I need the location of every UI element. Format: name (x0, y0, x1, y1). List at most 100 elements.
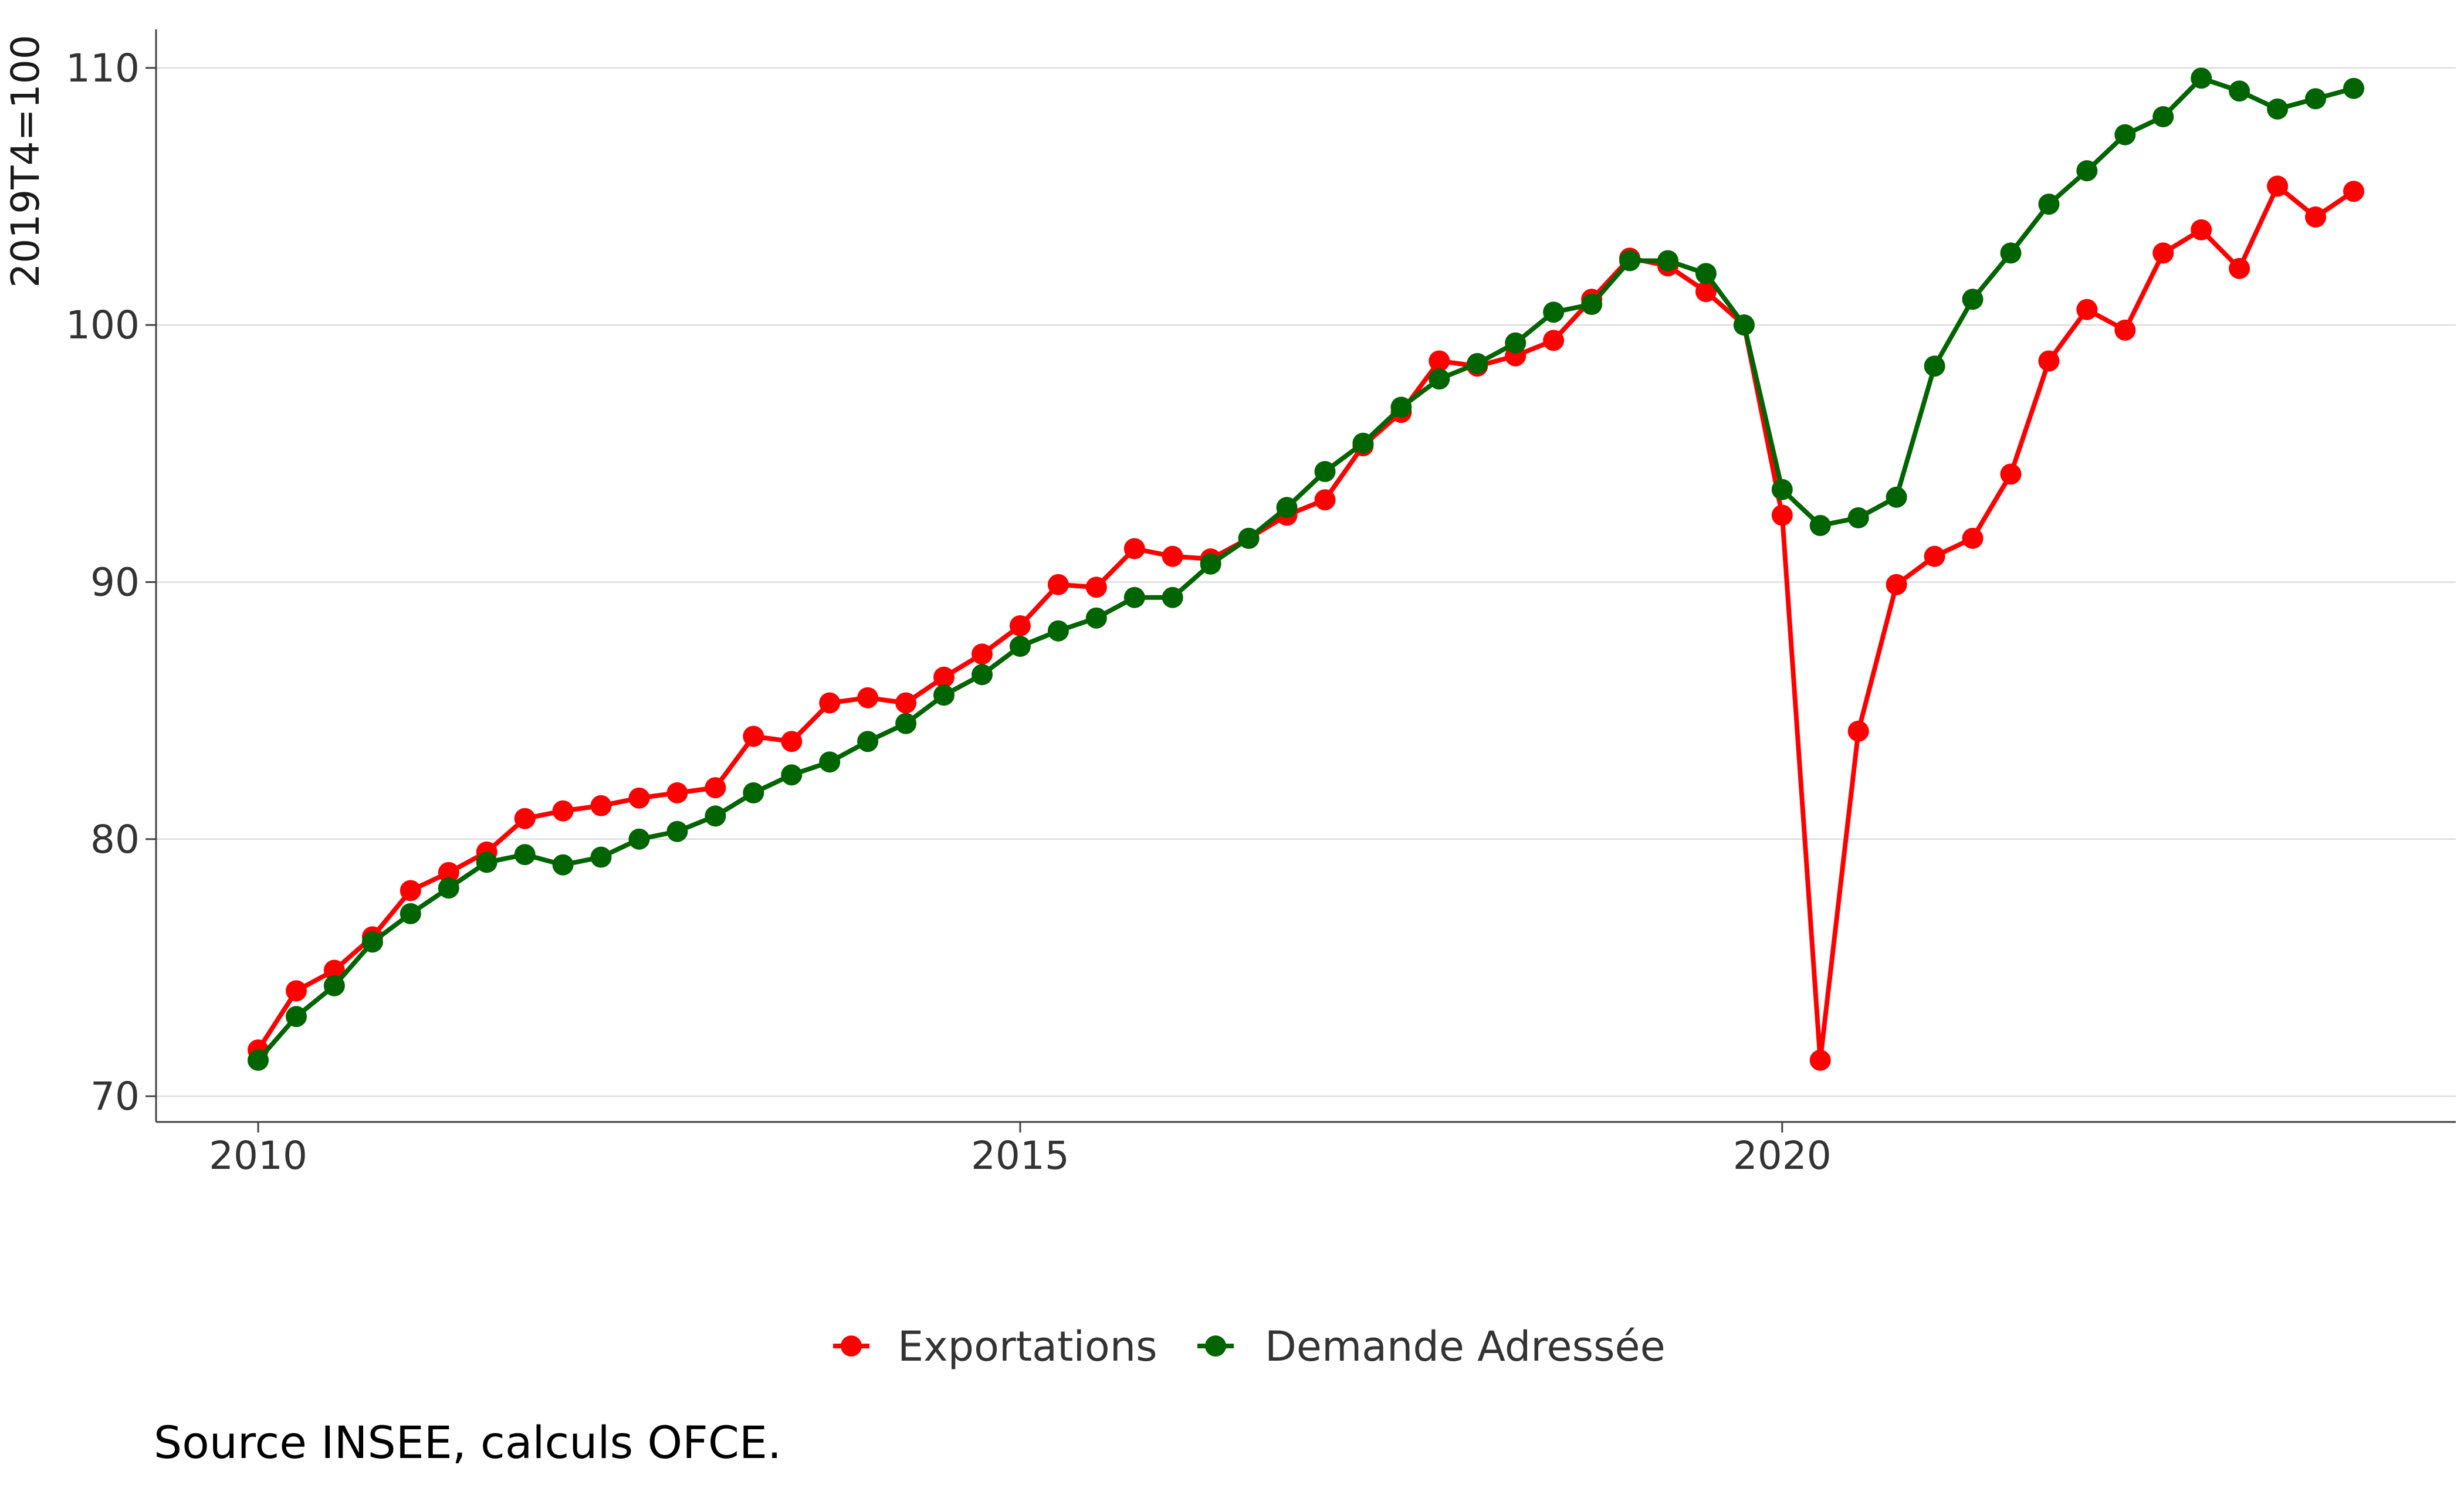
data-point-demande-adressee (933, 684, 955, 706)
series-exportations (248, 175, 2364, 1071)
data-point-exportations (552, 800, 574, 822)
data-point-exportations (1162, 545, 1183, 567)
data-point-exportations (895, 692, 917, 714)
data-point-demande-adressee (666, 820, 688, 842)
data-point-exportations (1085, 577, 1107, 598)
data-point-exportations (2305, 206, 2326, 228)
series-line-demande-adressee (256, 76, 2355, 1062)
data-point-exportations (400, 880, 421, 901)
x-tick-label: 2015 (971, 1133, 1069, 1178)
y-axis-ticks: 70 80 90 100 110 (66, 46, 156, 1119)
data-point-demande-adressee (1619, 250, 1640, 272)
data-point-demande-adressee (1962, 289, 1984, 310)
y-tick-label: 100 (66, 303, 140, 348)
data-point-exportations (1047, 574, 1069, 595)
data-point-demande-adressee (1162, 586, 1183, 608)
data-point-exportations (1847, 720, 1869, 742)
y-tick-label: 70 (90, 1074, 140, 1119)
data-point-demande-adressee (1809, 515, 1831, 536)
data-point-demande-adressee (1085, 607, 1107, 629)
data-point-demande-adressee (2076, 160, 2098, 182)
data-point-demande-adressee (972, 664, 993, 686)
data-point-exportations (2114, 319, 2136, 341)
data-point-demande-adressee (552, 854, 574, 876)
data-point-demande-adressee (743, 782, 764, 803)
data-point-demande-adressee (2000, 242, 2022, 264)
data-point-demande-adressee (895, 713, 917, 734)
data-point-exportations (2343, 181, 2364, 202)
data-point-demande-adressee (705, 805, 726, 827)
data-point-demande-adressee (286, 1006, 307, 1028)
y-tick-label: 80 (90, 817, 140, 862)
data-point-exportations (666, 782, 688, 803)
data-point-exportations (2152, 242, 2174, 264)
legend-label: Exportations (898, 1323, 1157, 1371)
data-point-exportations (1695, 281, 1717, 303)
data-point-exportations (2191, 219, 2212, 240)
series-layer (248, 67, 2364, 1071)
data-point-demande-adressee (1123, 586, 1145, 608)
data-point-demande-adressee (1505, 332, 1527, 354)
data-point-exportations (323, 959, 345, 981)
legend-item-exportations: Exportations (833, 1323, 1157, 1371)
data-point-exportations (705, 777, 726, 799)
data-point-demande-adressee (1847, 507, 1869, 528)
x-axis-ticks: 2010 2015 2020 (209, 1122, 1832, 1178)
series-demande-adressee (248, 67, 2364, 1071)
data-point-exportations (1009, 615, 1031, 636)
data-point-demande-adressee (476, 852, 497, 873)
legend-item-demande-adressee: Demande Adressée (1197, 1323, 1666, 1371)
legend-swatch-marker (1205, 1335, 1226, 1357)
data-point-demande-adressee (2343, 77, 2364, 99)
data-point-exportations (2267, 175, 2289, 197)
data-point-exportations (1123, 538, 1145, 560)
data-point-demande-adressee (323, 975, 345, 996)
data-point-demande-adressee (1771, 479, 1793, 500)
data-point-exportations (1771, 504, 1793, 526)
data-point-exportations (1543, 330, 1565, 351)
data-point-demande-adressee (400, 903, 421, 924)
data-point-exportations (1886, 574, 1907, 595)
data-point-demande-adressee (1200, 553, 1221, 575)
data-point-exportations (933, 666, 955, 688)
data-point-demande-adressee (819, 751, 841, 773)
data-point-demande-adressee (1390, 396, 1412, 418)
data-point-demande-adressee (1314, 461, 1336, 482)
data-point-demande-adressee (857, 731, 879, 752)
data-point-exportations (590, 795, 612, 816)
data-point-demande-adressee (781, 764, 803, 786)
data-point-demande-adressee (1047, 620, 1069, 642)
data-point-demande-adressee (590, 846, 612, 868)
data-point-demande-adressee (2305, 88, 2326, 110)
data-point-demande-adressee (1352, 432, 1374, 454)
data-point-exportations (781, 731, 803, 752)
data-point-demande-adressee (1695, 263, 1717, 284)
data-point-demande-adressee (2229, 80, 2250, 102)
x-tick-label: 2020 (1733, 1133, 1832, 1178)
data-point-exportations (2229, 257, 2250, 279)
data-point-exportations (514, 808, 536, 829)
series-line-exportations (256, 184, 2355, 1063)
data-point-exportations (286, 980, 307, 1002)
data-point-demande-adressee (2267, 98, 2289, 120)
data-point-demande-adressee (1238, 527, 1260, 549)
data-point-demande-adressee (1886, 486, 1907, 508)
legend-label: Demande Adressée (1265, 1323, 1666, 1371)
data-point-exportations (857, 687, 879, 708)
legend-swatch-marker (841, 1335, 862, 1357)
data-point-exportations (2076, 299, 2098, 320)
gridlines (156, 67, 2456, 1097)
data-point-exportations (2038, 350, 2060, 372)
data-point-demande-adressee (2038, 194, 2060, 215)
y-tick-label: 110 (66, 46, 140, 91)
y-axis-title: 2019T4=100 (3, 35, 48, 288)
data-point-exportations (743, 725, 764, 747)
data-point-exportations (1924, 545, 1945, 567)
data-point-demande-adressee (438, 877, 459, 899)
legend: Exportations Demande Adressée (833, 1323, 1666, 1371)
data-point-demande-adressee (2114, 124, 2136, 145)
y-tick-label: 90 (90, 560, 140, 605)
data-point-exportations (819, 692, 841, 714)
data-point-demande-adressee (1543, 301, 1565, 323)
